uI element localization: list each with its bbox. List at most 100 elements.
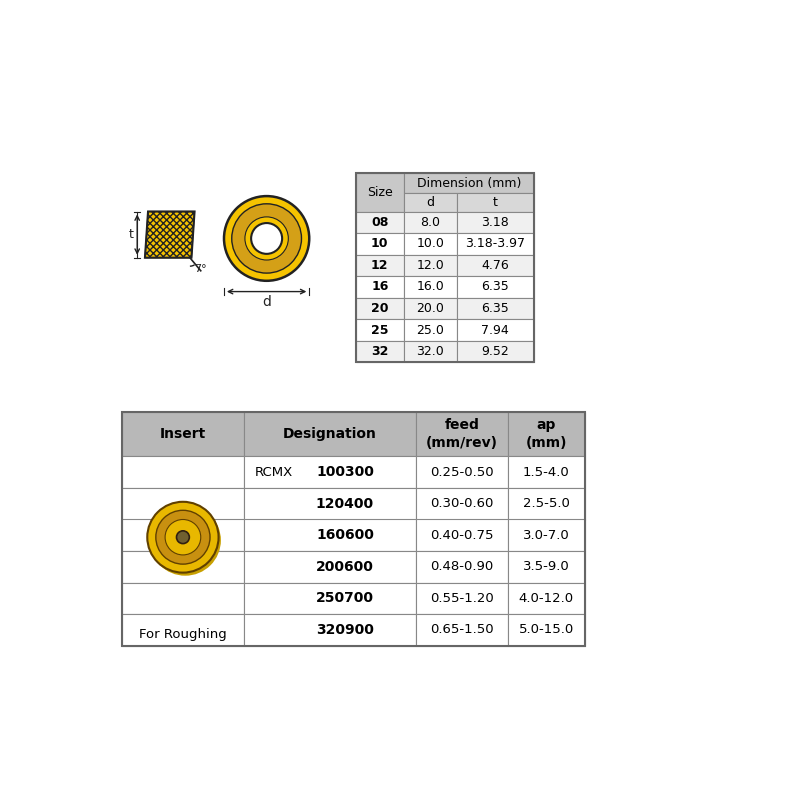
Bar bbox=[122, 582, 244, 614]
Bar bbox=[404, 211, 457, 233]
Text: 2.5-5.0: 2.5-5.0 bbox=[523, 498, 570, 510]
Circle shape bbox=[156, 510, 210, 564]
Circle shape bbox=[177, 531, 190, 543]
Text: 0.48-0.90: 0.48-0.90 bbox=[430, 560, 494, 574]
Bar bbox=[404, 193, 457, 211]
Bar bbox=[244, 456, 416, 488]
Text: 6.35: 6.35 bbox=[482, 302, 509, 315]
Text: 20.0: 20.0 bbox=[416, 302, 444, 315]
Circle shape bbox=[150, 505, 221, 576]
Text: 16: 16 bbox=[371, 281, 389, 294]
Text: 20: 20 bbox=[371, 302, 389, 315]
Bar bbox=[404, 254, 457, 276]
Text: 12.0: 12.0 bbox=[416, 259, 444, 272]
Text: 3.18: 3.18 bbox=[482, 216, 509, 229]
Bar bbox=[457, 319, 534, 341]
Circle shape bbox=[251, 223, 282, 254]
Text: Dimension (mm): Dimension (mm) bbox=[417, 177, 521, 190]
Bar bbox=[457, 254, 534, 276]
Text: 120400: 120400 bbox=[316, 497, 374, 510]
Circle shape bbox=[245, 217, 288, 260]
Text: 9.52: 9.52 bbox=[482, 345, 509, 358]
Bar bbox=[356, 254, 404, 276]
Text: 4.0-12.0: 4.0-12.0 bbox=[519, 592, 574, 605]
Bar bbox=[416, 582, 508, 614]
Text: 8.0: 8.0 bbox=[420, 216, 440, 229]
Text: 0.25-0.50: 0.25-0.50 bbox=[430, 466, 494, 478]
Bar bbox=[416, 519, 508, 551]
Circle shape bbox=[224, 196, 310, 281]
Text: 0.30-0.60: 0.30-0.60 bbox=[430, 498, 494, 510]
Bar bbox=[508, 582, 585, 614]
Text: 3.0-7.0: 3.0-7.0 bbox=[523, 529, 570, 542]
Bar bbox=[416, 456, 508, 488]
Bar bbox=[122, 519, 244, 551]
Text: 3.18-3.97: 3.18-3.97 bbox=[466, 238, 526, 250]
Bar bbox=[457, 193, 534, 211]
Text: 25: 25 bbox=[371, 323, 389, 337]
Bar bbox=[356, 276, 404, 298]
Text: 10: 10 bbox=[371, 238, 389, 250]
Bar bbox=[457, 233, 534, 254]
Text: Designation: Designation bbox=[283, 427, 377, 441]
Bar bbox=[244, 614, 416, 646]
Bar bbox=[122, 551, 244, 582]
Bar bbox=[508, 614, 585, 646]
Bar bbox=[457, 298, 534, 319]
Text: 200600: 200600 bbox=[316, 560, 374, 574]
Text: 08: 08 bbox=[371, 216, 389, 229]
Text: 7°: 7° bbox=[194, 263, 207, 274]
Circle shape bbox=[232, 204, 302, 273]
Text: Size: Size bbox=[367, 186, 393, 198]
Text: 32.0: 32.0 bbox=[416, 345, 444, 358]
Text: 7.94: 7.94 bbox=[482, 323, 509, 337]
Text: d: d bbox=[262, 294, 271, 309]
Text: 100300: 100300 bbox=[316, 465, 374, 479]
Bar bbox=[508, 551, 585, 582]
Text: Insert: Insert bbox=[160, 427, 206, 441]
Text: 16.0: 16.0 bbox=[416, 281, 444, 294]
Text: feed
(mm/rev): feed (mm/rev) bbox=[426, 418, 498, 450]
Text: 1.5-4.0: 1.5-4.0 bbox=[523, 466, 570, 478]
Text: 0.55-1.20: 0.55-1.20 bbox=[430, 592, 494, 605]
Bar bbox=[122, 412, 244, 456]
Bar bbox=[404, 233, 457, 254]
Text: 0.40-0.75: 0.40-0.75 bbox=[430, 529, 494, 542]
Bar bbox=[356, 233, 404, 254]
Bar bbox=[244, 582, 416, 614]
Text: 6.35: 6.35 bbox=[482, 281, 509, 294]
Text: 0.65-1.50: 0.65-1.50 bbox=[430, 623, 494, 637]
Text: d: d bbox=[426, 196, 434, 209]
Bar bbox=[416, 488, 508, 519]
Bar bbox=[356, 319, 404, 341]
Text: RCMX: RCMX bbox=[254, 466, 293, 478]
Bar bbox=[356, 173, 534, 362]
Bar bbox=[122, 456, 244, 488]
Text: t: t bbox=[129, 228, 134, 241]
Bar bbox=[356, 298, 404, 319]
Text: 10.0: 10.0 bbox=[416, 238, 444, 250]
Circle shape bbox=[147, 502, 218, 573]
Text: 4.76: 4.76 bbox=[482, 259, 509, 272]
Text: 250700: 250700 bbox=[316, 591, 374, 606]
Text: 160600: 160600 bbox=[316, 528, 374, 542]
Bar bbox=[508, 456, 585, 488]
Bar bbox=[356, 173, 404, 211]
Bar bbox=[416, 551, 508, 582]
Circle shape bbox=[165, 519, 201, 555]
Bar bbox=[356, 211, 404, 233]
Bar bbox=[244, 412, 416, 456]
Bar bbox=[416, 614, 508, 646]
Text: ap
(mm): ap (mm) bbox=[526, 418, 567, 450]
Bar bbox=[404, 319, 457, 341]
Bar bbox=[122, 614, 244, 646]
Text: 32: 32 bbox=[371, 345, 389, 358]
Text: t: t bbox=[493, 196, 498, 209]
Bar bbox=[508, 412, 585, 456]
Polygon shape bbox=[145, 211, 194, 258]
Bar bbox=[457, 341, 534, 362]
Bar bbox=[122, 412, 585, 646]
Text: For Roughing: For Roughing bbox=[139, 628, 227, 641]
Text: 12: 12 bbox=[371, 259, 389, 272]
Bar bbox=[508, 519, 585, 551]
